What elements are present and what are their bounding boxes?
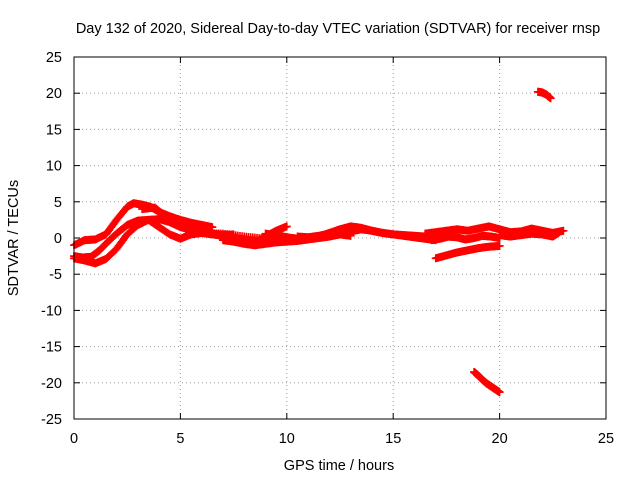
y-tick-label: -20	[41, 376, 62, 392]
y-tick-label: -15	[41, 340, 62, 356]
y-tick-label: -10	[41, 303, 62, 319]
series-track-h	[421, 222, 568, 238]
data-point	[282, 222, 291, 231]
chart-title: Day 132 of 2020, Sidereal Day-to-day VTE…	[76, 21, 600, 37]
tick-labels: 0 5 10 15 20 25 -25 -20 -15 -10 -5 0 5 10 15 20 25	[41, 50, 614, 447]
data-point	[495, 388, 504, 397]
series-track-k	[495, 228, 564, 241]
y-tick-label: 0	[54, 231, 62, 247]
data-point	[546, 94, 555, 103]
y-tick-label: 5	[54, 195, 62, 211]
x-axis-label: GPS time / hours	[284, 458, 394, 474]
x-tick-label: 20	[492, 431, 508, 447]
x-tick-label: 0	[70, 431, 78, 447]
x-tick-label: 10	[279, 431, 295, 447]
y-tick-label: -25	[41, 412, 62, 428]
series-track-g	[293, 225, 440, 245]
data-point	[495, 241, 504, 250]
series-track-j	[431, 241, 504, 263]
y-axis-label: SDTVAR / TECUs	[6, 180, 22, 296]
series-track-m	[533, 87, 555, 103]
series-track-i	[427, 231, 504, 245]
y-tick-label: 10	[46, 159, 62, 175]
x-tick-label: 15	[385, 431, 401, 447]
x-tick-label: 25	[598, 431, 614, 447]
x-tick-label: 5	[176, 431, 184, 447]
axes	[73, 56, 607, 420]
y-tick-label: 25	[46, 50, 62, 66]
y-tick-label: 15	[46, 122, 62, 138]
y-tick-label: 20	[46, 86, 62, 102]
data-points	[70, 87, 568, 397]
y-tick-label: -5	[49, 267, 62, 283]
data-point	[555, 228, 564, 237]
series-track-l	[470, 367, 504, 397]
data-point	[559, 226, 568, 235]
